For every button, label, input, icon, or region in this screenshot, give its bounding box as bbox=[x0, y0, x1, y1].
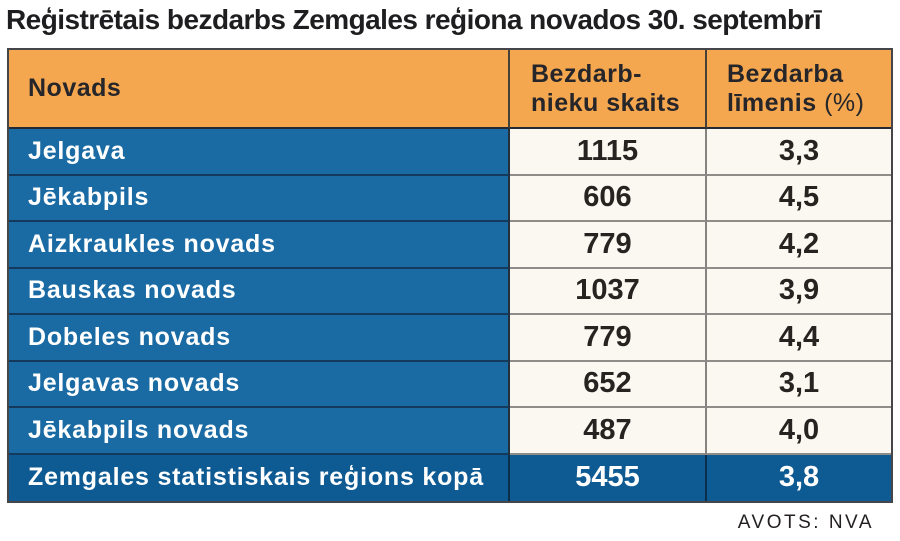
row-name-bauskas-novads: Bauskas novads bbox=[9, 268, 510, 315]
row-name-jelgavas-novads: Jelgavas novads bbox=[9, 361, 510, 408]
row-name-aizkraukles-novads: Aizkraukles novads bbox=[9, 222, 510, 269]
row-count-jelgavas-novads: 652 bbox=[510, 361, 707, 408]
total-row-rate: 3,8 bbox=[707, 454, 891, 501]
page-title: Reģistrētais bezdarbs Zemgales reģiona n… bbox=[6, 4, 822, 35]
row-rate-jelgavas-novads: 3,1 bbox=[707, 361, 891, 408]
column-header-rate-label: Bezdarba līmenis (%) bbox=[727, 60, 865, 118]
row-rate-jekabpils-novads: 4,0 bbox=[707, 408, 891, 455]
column-header-rate-line2: līmenis bbox=[727, 88, 817, 117]
row-name-jekabpils: Jēkabpils bbox=[9, 175, 510, 222]
column-header-novads: Novads bbox=[9, 50, 510, 129]
row-count-jekabpils-novads: 487 bbox=[510, 408, 707, 455]
row-count-bauskas-novads: 1037 bbox=[510, 268, 707, 315]
column-header-novads-label: Novads bbox=[28, 74, 122, 102]
column-header-rate-line1: Bezdarba bbox=[727, 59, 844, 88]
row-count-jekabpils: 606 bbox=[510, 175, 707, 222]
row-rate-dobeles-novads: 4,4 bbox=[707, 315, 891, 362]
total-row-count: 5455 bbox=[510, 454, 707, 501]
column-header-count: Bezdarb-nieku skaits bbox=[510, 50, 707, 129]
column-header-count-line1: Bezdarb- bbox=[531, 59, 642, 88]
row-name-dobeles-novads: Dobeles novads bbox=[9, 315, 510, 362]
row-name-jekabpils-novads: Jēkabpils novads bbox=[9, 408, 510, 455]
rate-unit-label: (%) bbox=[824, 88, 865, 117]
row-rate-bauskas-novads: 3,9 bbox=[707, 268, 891, 315]
row-rate-jekabpils: 4,5 bbox=[707, 175, 891, 222]
row-count-aizkraukles-novads: 779 bbox=[510, 222, 707, 269]
unemployment-table: Novads Bezdarb-nieku skaits Bezdarba līme… bbox=[7, 48, 893, 503]
row-count-dobeles-novads: 779 bbox=[510, 315, 707, 362]
column-header-count-line2: nieku skaits bbox=[531, 88, 681, 117]
row-name-jelgava: Jelgava bbox=[9, 129, 510, 176]
column-header-count-label: Bezdarb-nieku skaits bbox=[531, 60, 680, 118]
source-credit: AVOTS: NVA bbox=[737, 512, 874, 533]
row-rate-aizkraukles-novads: 4,2 bbox=[707, 222, 891, 269]
row-rate-jelgava: 3,3 bbox=[707, 129, 891, 176]
column-header-rate: Bezdarba līmenis (%) bbox=[707, 50, 891, 129]
total-row-name: Zemgales statistiskais reģions kopā bbox=[9, 454, 510, 501]
row-count-jelgava: 1115 bbox=[510, 129, 707, 176]
